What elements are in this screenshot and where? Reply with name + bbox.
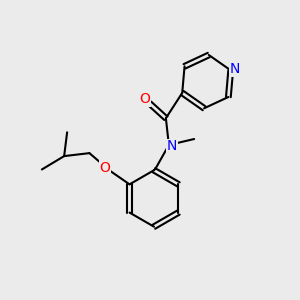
Text: N: N [230,62,240,76]
Text: O: O [99,161,110,175]
Text: N: N [167,140,177,153]
Text: O: O [140,92,151,106]
